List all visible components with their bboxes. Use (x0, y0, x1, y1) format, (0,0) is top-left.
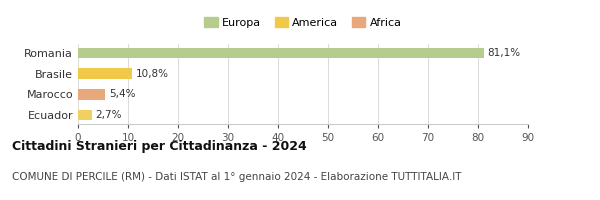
Text: COMUNE DI PERCILE (RM) - Dati ISTAT al 1° gennaio 2024 - Elaborazione TUTTITALIA: COMUNE DI PERCILE (RM) - Dati ISTAT al 1… (12, 172, 461, 182)
Text: 2,7%: 2,7% (95, 110, 122, 120)
Bar (78, 110, 91, 120)
Text: 5,4%: 5,4% (109, 89, 136, 99)
Bar (78, 89, 105, 100)
Text: 10,8%: 10,8% (136, 69, 169, 79)
Bar (78, 48, 484, 58)
Legend: Europa, America, Africa: Europa, America, Africa (200, 12, 406, 32)
Text: Cittadini Stranieri per Cittadinanza - 2024: Cittadini Stranieri per Cittadinanza - 2… (12, 140, 307, 153)
Bar (78, 68, 132, 79)
Text: 81,1%: 81,1% (487, 48, 521, 58)
